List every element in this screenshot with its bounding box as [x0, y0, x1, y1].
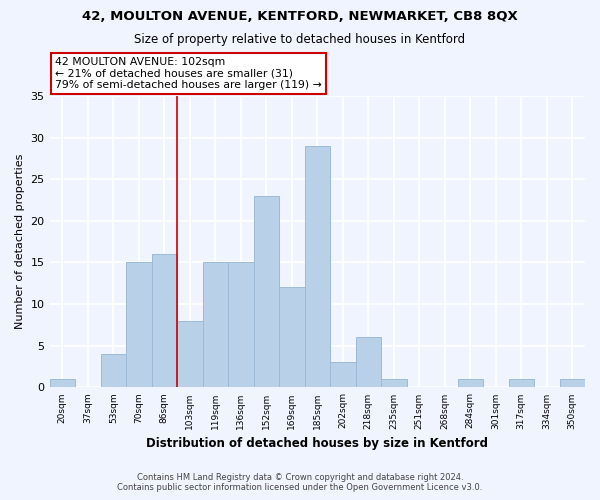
Bar — [330, 362, 356, 388]
Bar — [560, 379, 585, 388]
Bar — [228, 262, 254, 388]
Bar — [254, 196, 279, 388]
Bar — [381, 379, 407, 388]
Bar — [356, 338, 381, 388]
Text: 42, MOULTON AVENUE, KENTFORD, NEWMARKET, CB8 8QX: 42, MOULTON AVENUE, KENTFORD, NEWMARKET,… — [82, 10, 518, 23]
Bar — [305, 146, 330, 388]
Text: Size of property relative to detached houses in Kentford: Size of property relative to detached ho… — [134, 32, 466, 46]
Bar — [126, 262, 152, 388]
Bar — [50, 379, 75, 388]
Bar — [279, 288, 305, 388]
Bar — [203, 262, 228, 388]
Bar — [101, 354, 126, 388]
Text: Contains HM Land Registry data © Crown copyright and database right 2024.
Contai: Contains HM Land Registry data © Crown c… — [118, 473, 482, 492]
Bar — [458, 379, 483, 388]
Bar — [509, 379, 534, 388]
Bar — [152, 254, 177, 388]
Bar — [177, 321, 203, 388]
Text: 42 MOULTON AVENUE: 102sqm
← 21% of detached houses are smaller (31)
79% of semi-: 42 MOULTON AVENUE: 102sqm ← 21% of detac… — [55, 57, 322, 90]
X-axis label: Distribution of detached houses by size in Kentford: Distribution of detached houses by size … — [146, 437, 488, 450]
Y-axis label: Number of detached properties: Number of detached properties — [15, 154, 25, 330]
